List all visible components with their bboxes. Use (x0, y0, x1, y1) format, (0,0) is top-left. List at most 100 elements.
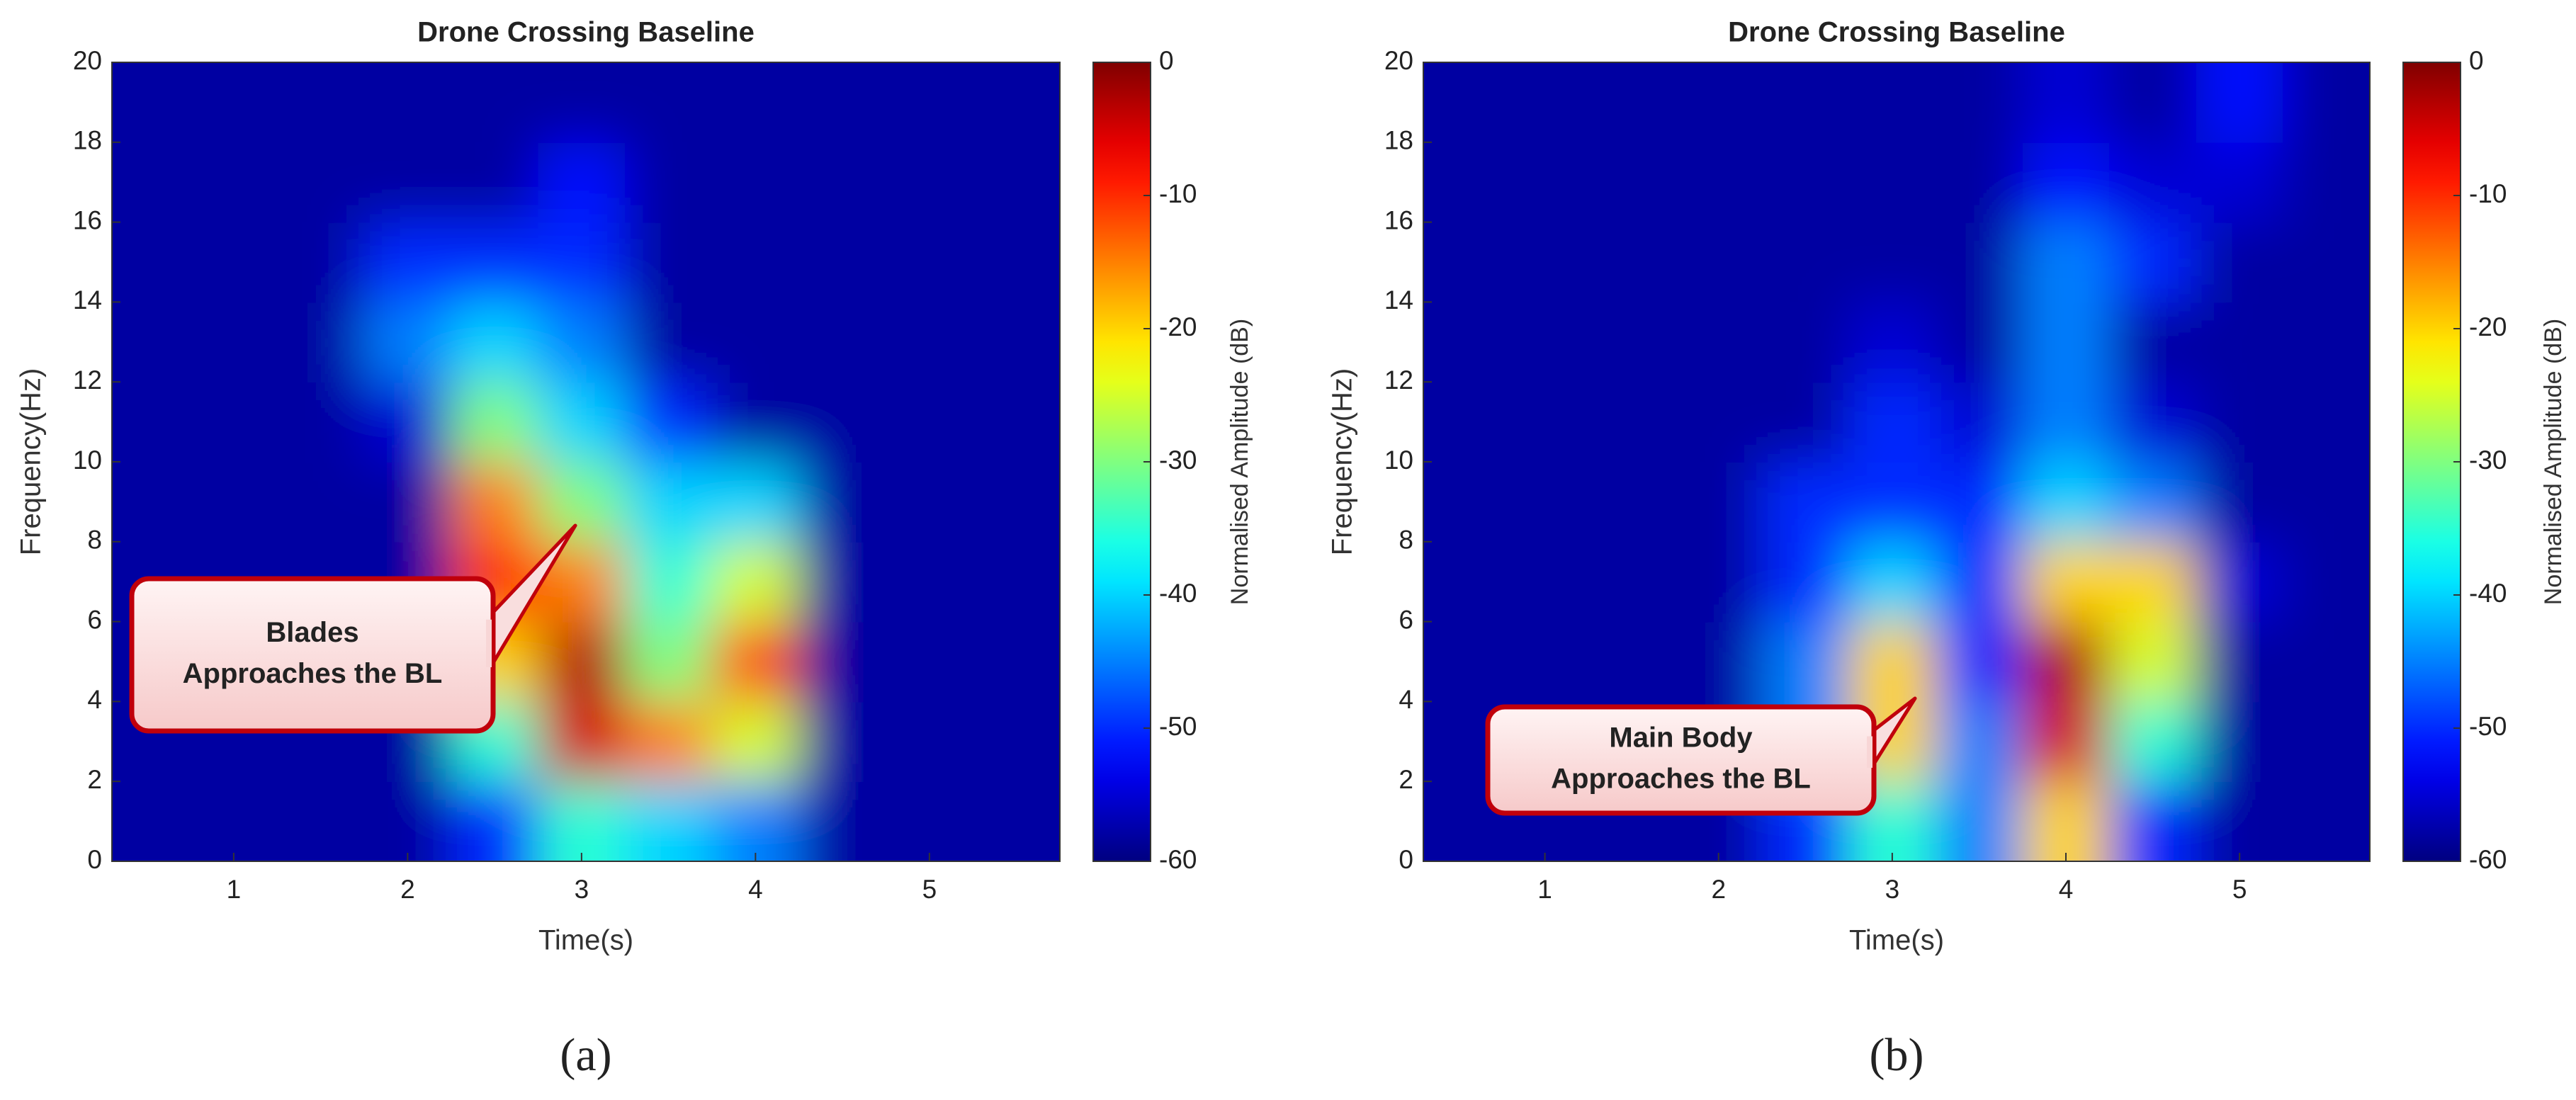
heatmap-cell (1501, 222, 1589, 303)
heatmap-cell (2283, 462, 2370, 543)
colorbar-tick-label: -10 (1159, 179, 1197, 208)
heatmap-cell (1501, 541, 1589, 623)
heatmap-cell (277, 62, 365, 143)
heatmap-cell (798, 621, 887, 703)
heatmap-cell (1675, 621, 1763, 703)
heatmap-cell (363, 462, 452, 543)
y-tick-label: 16 (73, 205, 102, 234)
callout-box (129, 576, 496, 734)
colorbar-tick-label: -30 (2469, 446, 2507, 475)
heatmap-cell (538, 621, 626, 703)
heatmap-cell (2196, 382, 2284, 463)
callout-text: Main Body (1609, 722, 1753, 754)
y-tick-label: 20 (1384, 46, 1413, 75)
heatmap-cell (711, 621, 800, 703)
heatmap-cell (2109, 222, 2197, 303)
heatmap-cell (1588, 621, 1676, 703)
heatmap-cell (363, 302, 452, 383)
heatmap-cell (1423, 621, 1503, 703)
colorbar-tick-label: -50 (2469, 712, 2507, 741)
y-tick-label: 12 (1384, 365, 1413, 395)
heatmap-cell (798, 222, 887, 303)
y-tick-label: 8 (87, 526, 102, 555)
colorbar (1092, 62, 1151, 862)
callout-text: Approaches the BL (183, 658, 443, 689)
colorbar-tick-label: -60 (2469, 845, 2507, 874)
heatmap-cell (973, 302, 1060, 383)
heatmap-cell (625, 541, 713, 623)
heatmap-cell (973, 701, 1060, 783)
heatmap-cell (886, 541, 974, 623)
heatmap-cell (2196, 781, 2284, 861)
y-tick-label: 6 (87, 605, 102, 634)
colorbar-tick-label: 0 (2469, 46, 2484, 75)
heatmap-cell (1848, 222, 1937, 303)
heatmap-cell (1762, 781, 1850, 861)
heatmap-cell (277, 142, 365, 223)
heatmap-cell (886, 142, 974, 223)
heatmap-cell (2022, 462, 2111, 543)
heatmap-cell (190, 302, 278, 383)
heatmap-cell (451, 62, 539, 143)
panel-label: (a) (560, 1029, 611, 1081)
heatmap-cell (1423, 62, 1503, 143)
heatmap-cell (363, 382, 452, 463)
heatmap-cell (2283, 142, 2370, 223)
x-tick-label: 4 (2059, 875, 2074, 904)
x-tick-label: 4 (748, 875, 763, 904)
heatmap-cell (538, 62, 626, 143)
heatmap-cell (2196, 222, 2284, 303)
y-tick-label: 18 (1384, 126, 1413, 155)
heatmap-cell (1762, 62, 1850, 143)
heatmap-cell (277, 781, 365, 861)
heatmap-cell (1501, 621, 1589, 703)
heatmap-cell (1675, 62, 1763, 143)
heatmap-cell (2022, 781, 2111, 861)
callout-seam (486, 619, 492, 667)
heatmap-cell (2022, 142, 2111, 223)
heatmap-cell (1588, 302, 1676, 383)
heatmap-cell (190, 781, 278, 861)
heatmap-cell (973, 541, 1060, 623)
heatmap-cell (1588, 541, 1676, 623)
heatmap-cell (1848, 62, 1937, 143)
x-tick-label: 1 (227, 875, 242, 904)
y-tick-label: 4 (1399, 685, 1413, 714)
heatmap-cell (1762, 462, 1850, 543)
heatmap-cell (451, 142, 539, 223)
heatmap-cell (1501, 382, 1589, 463)
heatmap-cell (973, 462, 1060, 543)
y-tick-label: 2 (1399, 765, 1413, 794)
heatmap-cell (1423, 462, 1503, 543)
y-axis-label: Frequency(Hz) (16, 368, 47, 556)
heatmap-cell (973, 142, 1060, 223)
heatmap-cell (798, 142, 887, 223)
heatmap-cell (112, 781, 191, 861)
heatmap-cell (538, 462, 626, 543)
y-tick-label: 8 (1399, 526, 1413, 555)
heatmap-cell (2283, 62, 2370, 143)
heatmap-cell (1588, 382, 1676, 463)
heatmap-cell (2196, 701, 2284, 783)
callout-box (1485, 704, 1877, 816)
heatmap-cell (112, 382, 191, 463)
y-tick-label: 4 (87, 685, 102, 714)
heatmap-cell (2283, 382, 2370, 463)
heatmap-cell (112, 62, 191, 143)
heatmap-cell (2109, 541, 2197, 623)
heatmap-cell (277, 222, 365, 303)
heatmap-cell (1848, 621, 1937, 703)
heatmap-cell (451, 462, 539, 543)
heatmap-cell (2109, 382, 2197, 463)
colorbar-tick-label: -60 (1159, 845, 1197, 874)
heatmap-cell (1675, 302, 1763, 383)
heatmap-cell (2022, 222, 2111, 303)
heatmap-cell (1936, 222, 2023, 303)
heatmap-cell (1848, 142, 1937, 223)
heatmap-cell (190, 462, 278, 543)
heatmap-cell (190, 222, 278, 303)
heatmap-cell (190, 382, 278, 463)
heatmap-cell (2196, 621, 2284, 703)
colorbar-tick-label: -50 (1159, 712, 1197, 741)
colorbar-tick-label: -20 (2469, 312, 2507, 341)
